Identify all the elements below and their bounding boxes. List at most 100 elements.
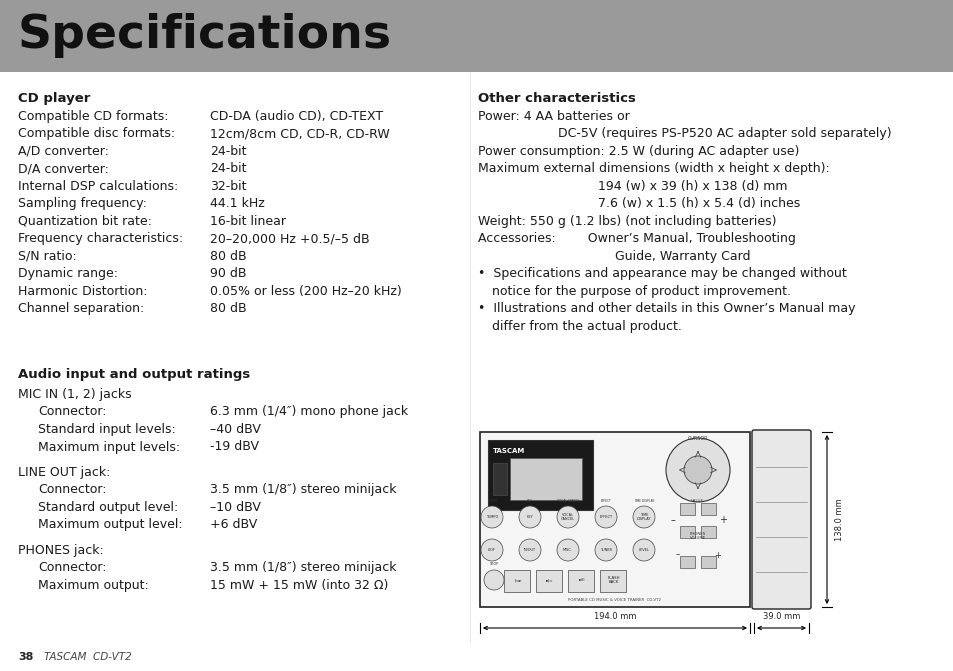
Text: KEY: KEY <box>526 515 533 519</box>
Text: Harmonic Distortion:: Harmonic Distortion: <box>18 285 148 298</box>
Text: TASCAM  CD-VT2: TASCAM CD-VT2 <box>44 652 132 662</box>
Text: 6.3 mm (1/4″) mono phone jack: 6.3 mm (1/4″) mono phone jack <box>210 405 408 419</box>
Text: 138.0 mm: 138.0 mm <box>834 498 843 541</box>
Bar <box>488 440 593 510</box>
Text: VALUE: VALUE <box>691 499 704 503</box>
Text: CD player: CD player <box>18 92 91 105</box>
Text: EFFECT: EFFECT <box>600 499 611 503</box>
Text: Internal DSP calculations:: Internal DSP calculations: <box>18 180 178 193</box>
Text: Compatible CD formats:: Compatible CD formats: <box>18 110 169 123</box>
Circle shape <box>595 539 617 561</box>
Text: Power consumption: 2.5 W (during AC adapter use): Power consumption: 2.5 W (during AC adap… <box>477 145 799 158</box>
Circle shape <box>518 506 540 528</box>
Circle shape <box>480 539 502 561</box>
Bar <box>503 570 530 592</box>
Text: 7.6 (w) x 1.5 (h) x 5.4 (d) inches: 7.6 (w) x 1.5 (h) x 5.4 (d) inches <box>598 197 800 211</box>
Text: 12cm/8cm CD, CD-R, CD-RW: 12cm/8cm CD, CD-R, CD-RW <box>210 127 390 140</box>
Text: PORTABLE CD MUSIC & VOICE TRAINER  CD-VT2: PORTABLE CD MUSIC & VOICE TRAINER CD-VT2 <box>568 598 660 602</box>
Text: •  Illustrations and other details in this Owner’s Manual may: • Illustrations and other details in thi… <box>477 303 855 315</box>
Circle shape <box>683 456 711 484</box>
Bar <box>679 556 695 568</box>
Text: VOCAL CANCEL: VOCAL CANCEL <box>557 499 578 503</box>
Text: DC-5V (requires PS-P520 AC adapter sold separately): DC-5V (requires PS-P520 AC adapter sold … <box>558 127 891 140</box>
Text: Accessories:        Owner’s Manual, Troubleshooting: Accessories: Owner’s Manual, Troubleshoo… <box>477 232 795 246</box>
Text: Connector:: Connector: <box>38 483 107 497</box>
Text: 16-bit linear: 16-bit linear <box>210 215 286 228</box>
Text: 24-bit: 24-bit <box>210 162 246 176</box>
Text: notice for the purpose of product improvement.: notice for the purpose of product improv… <box>492 285 790 298</box>
Bar <box>679 526 695 538</box>
Text: TEMPO: TEMPO <box>485 515 497 519</box>
Text: Standard output level:: Standard output level: <box>38 501 178 514</box>
Text: 38: 38 <box>18 652 33 662</box>
Bar <box>599 570 625 592</box>
Bar <box>679 503 695 515</box>
Text: Weight: 550 g (1.2 lbs) (not including batteries): Weight: 550 g (1.2 lbs) (not including b… <box>477 215 776 228</box>
Text: 194.0 mm: 194.0 mm <box>593 612 636 621</box>
Text: FLASH
BACK: FLASH BACK <box>607 576 619 584</box>
Text: 24-bit: 24-bit <box>210 145 246 158</box>
Text: VOCAL
CANCEL: VOCAL CANCEL <box>560 513 575 521</box>
Text: MIC IN (1, 2) jacks: MIC IN (1, 2) jacks <box>18 388 132 401</box>
Text: PHONES
VOLUME: PHONES VOLUME <box>689 532 705 540</box>
Text: STOP: STOP <box>489 562 498 566</box>
Text: MISC.: MISC. <box>562 548 573 552</box>
Text: Maximum output level:: Maximum output level: <box>38 519 182 531</box>
Text: D/A converter:: D/A converter: <box>18 162 109 176</box>
Text: Dynamic range:: Dynamic range: <box>18 268 118 280</box>
Text: 3.5 mm (1/8″) stereo minijack: 3.5 mm (1/8″) stereo minijack <box>210 483 396 497</box>
Circle shape <box>633 539 655 561</box>
Circle shape <box>633 506 655 528</box>
Circle shape <box>665 438 729 502</box>
Text: Connector:: Connector: <box>38 561 107 574</box>
Text: CURSOR: CURSOR <box>687 436 707 441</box>
Text: -19 dBV: -19 dBV <box>210 440 258 454</box>
Text: LEVEL: LEVEL <box>638 548 649 552</box>
Text: 80 dB: 80 dB <box>210 250 247 263</box>
Text: TUNER: TUNER <box>599 548 612 552</box>
Circle shape <box>557 506 578 528</box>
Circle shape <box>480 506 502 528</box>
Text: Audio input and output ratings: Audio input and output ratings <box>18 368 250 381</box>
Bar <box>479 432 749 607</box>
Text: 39.0 mm: 39.0 mm <box>762 612 800 621</box>
Text: LIOF: LIOF <box>488 548 496 552</box>
Text: TASCAM: TASCAM <box>493 448 525 454</box>
Text: –: – <box>670 515 675 525</box>
Text: TIME DISPLAY: TIME DISPLAY <box>634 499 654 503</box>
Text: KEY: KEY <box>527 499 532 503</box>
Text: Quantization bit rate:: Quantization bit rate: <box>18 215 152 228</box>
Text: |<►: |<► <box>514 578 521 582</box>
Bar <box>0 0 953 72</box>
Text: +: + <box>719 515 726 525</box>
Text: Compatible disc formats:: Compatible disc formats: <box>18 127 175 140</box>
Bar <box>700 556 716 568</box>
Text: Maximum external dimensions (width x height x depth):: Maximum external dimensions (width x hei… <box>477 162 829 176</box>
Text: ►/II: ►/II <box>578 578 584 582</box>
Text: Connector:: Connector: <box>38 405 107 419</box>
Text: 20–20,000 Hz +0.5/–5 dB: 20–20,000 Hz +0.5/–5 dB <box>210 232 369 246</box>
Text: 3.5 mm (1/8″) stereo minijack: 3.5 mm (1/8″) stereo minijack <box>210 561 396 574</box>
Circle shape <box>557 539 578 561</box>
Text: –40 dBV: –40 dBV <box>210 423 260 436</box>
Text: Channel separation:: Channel separation: <box>18 303 144 315</box>
Text: differ from the actual product.: differ from the actual product. <box>492 320 681 333</box>
Bar <box>567 570 594 592</box>
Bar <box>700 503 716 515</box>
Text: Sampling frequency:: Sampling frequency: <box>18 197 147 211</box>
Text: –10 dBV: –10 dBV <box>210 501 260 514</box>
Text: Standard input levels:: Standard input levels: <box>38 423 175 436</box>
Text: LINE OUT jack:: LINE OUT jack: <box>18 466 111 479</box>
Text: 32-bit: 32-bit <box>210 180 246 193</box>
Text: Other characteristics: Other characteristics <box>477 92 636 105</box>
Text: 80 dB: 80 dB <box>210 303 247 315</box>
Bar <box>510 458 581 500</box>
Circle shape <box>518 539 540 561</box>
Text: Frequency characteristics:: Frequency characteristics: <box>18 232 183 246</box>
Bar <box>700 526 716 538</box>
Text: –: – <box>675 550 679 560</box>
Text: IN/OUT: IN/OUT <box>523 548 536 552</box>
Text: S/N ratio:: S/N ratio: <box>18 250 76 263</box>
Text: +: + <box>714 550 720 560</box>
Bar <box>493 463 506 495</box>
